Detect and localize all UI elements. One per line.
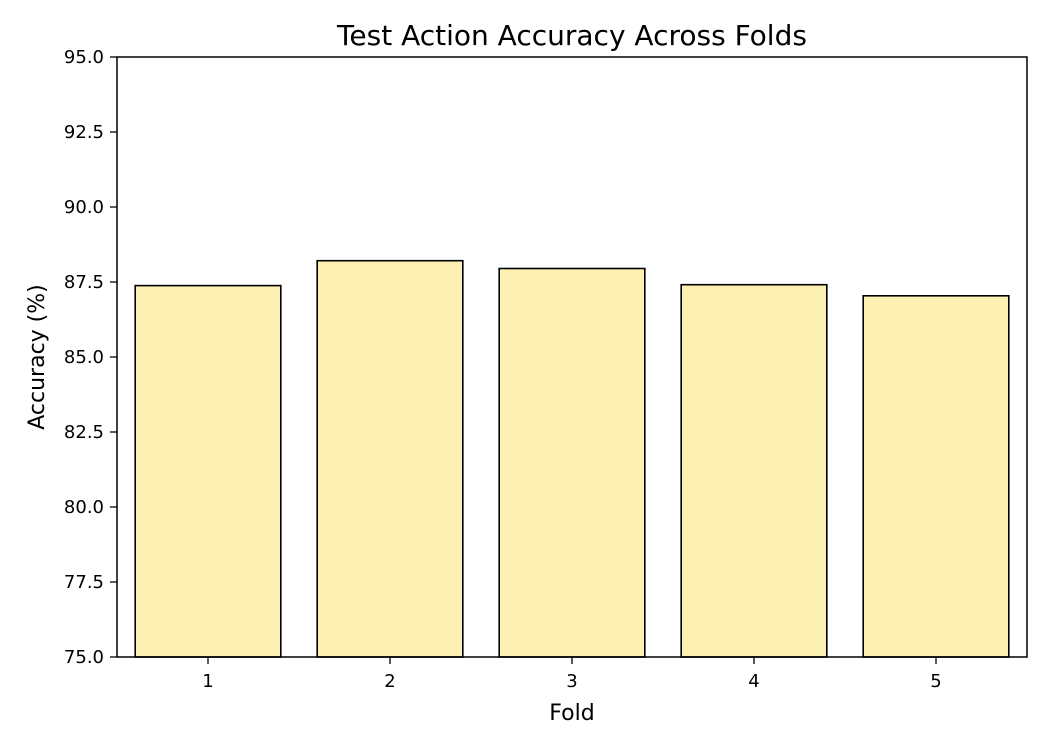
chart-title: Test Action Accuracy Across Folds <box>336 19 807 52</box>
x-tick-label: 5 <box>930 671 941 692</box>
bars-layer <box>134 259 1010 658</box>
x-tick-label: 1 <box>202 671 213 692</box>
y-tick-label: 75.0 <box>64 647 104 668</box>
y-tick-label: 80.0 <box>64 497 104 518</box>
y-axis-label: Accuracy (%) <box>25 284 50 430</box>
bar-fold-4 <box>680 283 828 658</box>
y-tick-label: 85.0 <box>64 347 104 368</box>
x-tick-label: 2 <box>384 671 395 692</box>
y-axis: 75.0 77.5 80.0 82.5 85.0 87.5 90.0 92.5 95.0 <box>64 47 117 668</box>
bar-fold-3 <box>498 267 646 658</box>
y-tick-label: 95.0 <box>64 47 104 68</box>
x-axis: 1 2 3 4 5 <box>202 657 942 692</box>
x-tick-label: 3 <box>566 671 577 692</box>
bar-fold-2 <box>316 259 464 658</box>
y-tick-label: 90.0 <box>64 197 104 218</box>
bar-fold-5 <box>862 294 1010 658</box>
y-tick-label: 82.5 <box>64 422 104 443</box>
y-tick-label: 87.5 <box>64 272 104 293</box>
y-tick-label: 92.5 <box>64 122 104 143</box>
bar-fold-1 <box>134 284 282 658</box>
x-axis-label: Fold <box>549 701 594 726</box>
y-tick-label: 77.5 <box>64 572 104 593</box>
x-tick-label: 4 <box>748 671 759 692</box>
